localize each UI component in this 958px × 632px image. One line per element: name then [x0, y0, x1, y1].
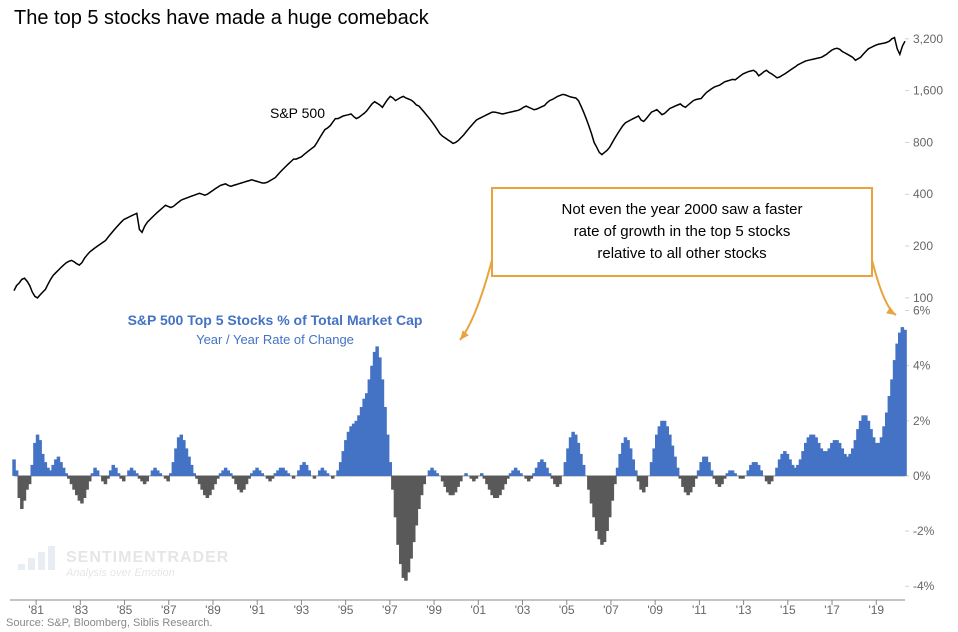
bar — [15, 470, 19, 476]
svg-text:Analysis over Emotion: Analysis over Emotion — [65, 567, 175, 579]
bar — [308, 470, 312, 476]
bar-y-label: 2% — [913, 414, 931, 428]
x-tick-label: '81 — [28, 603, 44, 617]
x-tick-label: '13 — [736, 603, 752, 617]
line-y-label: 1,600 — [913, 84, 943, 98]
bar — [582, 465, 586, 476]
bar — [645, 476, 649, 487]
x-tick-label: '01 — [470, 603, 486, 617]
callout-text-line: relative to all other stocks — [597, 245, 766, 262]
bar-y-label: -4% — [913, 579, 935, 593]
x-tick-label: '15 — [780, 603, 796, 617]
bar-chart-label-1: S&P 500 Top 5 Stocks % of Total Market C… — [128, 312, 423, 328]
line-y-label: 400 — [913, 187, 933, 201]
line-y-label: 200 — [913, 239, 933, 253]
bar — [694, 476, 698, 479]
bar — [326, 473, 330, 476]
bar — [292, 476, 296, 479]
bar — [558, 476, 562, 484]
bar — [436, 473, 440, 476]
watermark: SENTIMENTRADERAnalysis over Emotion — [18, 546, 229, 579]
bar — [313, 476, 317, 479]
x-tick-label: '07 — [603, 603, 619, 617]
bar — [193, 473, 197, 476]
x-tick-label: '19 — [868, 603, 884, 617]
x-tick-label: '97 — [382, 603, 398, 617]
bar — [760, 470, 764, 476]
bar — [459, 476, 463, 482]
x-tick-label: '11 — [692, 603, 707, 617]
bar — [480, 473, 484, 476]
bar — [135, 473, 139, 476]
bar-y-label: 0% — [913, 469, 931, 483]
x-tick-label: '83 — [73, 603, 89, 617]
bar — [117, 473, 121, 476]
bar — [166, 476, 170, 482]
bar — [723, 476, 727, 479]
bar — [506, 476, 510, 479]
callout-arrow-left — [460, 260, 492, 340]
bar — [770, 476, 774, 482]
bar — [733, 473, 737, 476]
bar — [634, 470, 638, 476]
x-tick-label: '05 — [559, 603, 575, 617]
bar — [475, 476, 479, 479]
line-y-label: 800 — [913, 135, 933, 149]
x-tick-label: '03 — [515, 603, 531, 617]
x-tick-label: '95 — [338, 603, 354, 617]
bar — [65, 473, 69, 476]
x-tick-label: '89 — [205, 603, 221, 617]
bar — [106, 476, 110, 479]
line-y-label: 3,200 — [913, 32, 943, 46]
sp500-label: S&P 500 — [270, 105, 325, 121]
bar — [389, 462, 393, 476]
bar — [287, 473, 291, 476]
bar — [28, 476, 32, 484]
bar — [548, 473, 552, 476]
bar — [530, 476, 534, 479]
source-text: Source: S&P, Bloomberg, Siblis Research. — [6, 617, 212, 629]
bar — [96, 470, 100, 476]
bar-y-label: 6% — [913, 304, 931, 318]
bar — [216, 476, 220, 479]
bar — [903, 330, 907, 476]
bar-y-label: 4% — [913, 359, 931, 373]
callout-arrow-right — [872, 260, 896, 315]
bar-y-label: -2% — [913, 524, 935, 538]
chart-title: The top 5 stocks have made a huge comeba… — [14, 7, 430, 29]
bar — [122, 476, 126, 482]
chart-svg: The top 5 stocks have made a huge comeba… — [0, 0, 958, 632]
x-tick-label: '93 — [294, 603, 310, 617]
bar — [613, 476, 617, 484]
bar-chart-label-2: Year / Year Rate of Change — [196, 332, 354, 347]
callout-text-line: rate of growth in the top 5 stocks — [574, 223, 791, 240]
x-tick-label: '99 — [426, 603, 442, 617]
bar — [88, 476, 92, 482]
x-tick-label: '85 — [117, 603, 133, 617]
chart-container: The top 5 stocks have made a huge comeba… — [0, 0, 958, 632]
callout-text-line: Not even the year 2000 saw a faster — [562, 201, 803, 218]
bar — [710, 470, 714, 476]
bar — [676, 468, 680, 476]
x-tick-label: '09 — [647, 603, 663, 617]
bar — [331, 476, 335, 479]
bar — [464, 473, 468, 476]
bar — [146, 476, 150, 482]
x-tick-label: '87 — [161, 603, 177, 617]
bar — [741, 476, 745, 479]
bar — [261, 473, 265, 476]
bar — [229, 473, 233, 476]
bar — [519, 473, 523, 476]
bar — [159, 473, 163, 476]
x-tick-label: '17 — [824, 603, 840, 617]
bar — [247, 476, 251, 479]
bar — [271, 476, 275, 479]
x-tick-label: '91 — [249, 603, 265, 617]
bar — [423, 476, 427, 484]
svg-text:SENTIMENTRADER: SENTIMENTRADER — [66, 549, 229, 566]
